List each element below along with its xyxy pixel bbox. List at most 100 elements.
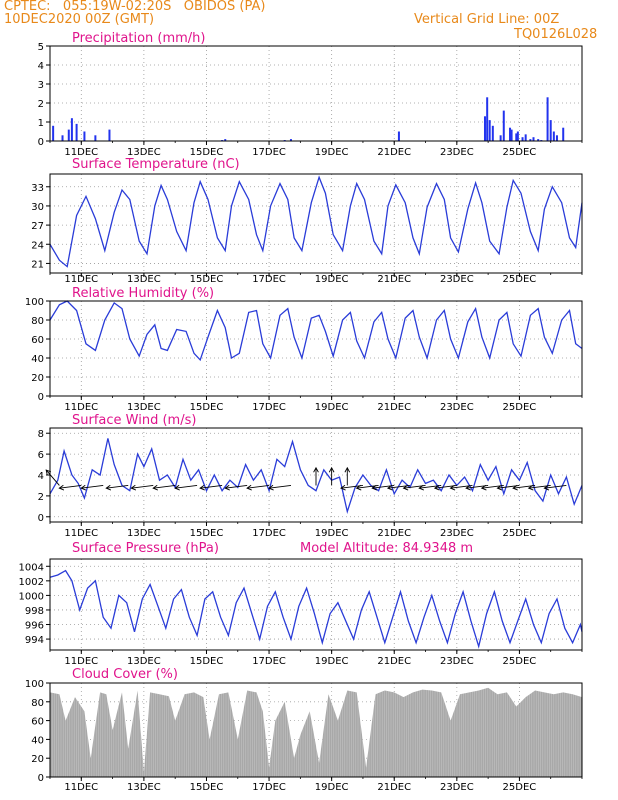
y-tick-label: 4: [38, 61, 44, 72]
y-tick-label: 0: [38, 392, 44, 403]
wind-arrow-head: [402, 484, 409, 491]
plot-frame: [49, 558, 583, 651]
wind-arrow-head: [130, 484, 137, 491]
wind-arrow-head: [313, 466, 319, 473]
panel-title: Surface Temperature (nC): [72, 157, 240, 172]
precip-bar: [67, 129, 70, 141]
station-header-line1: CPTEC: 055:19W-02:20S OBIDOS (PA): [4, 0, 266, 14]
precip-bar: [499, 135, 502, 141]
precip-bar: [549, 120, 552, 141]
x-tick-label: 15DEC: [190, 274, 224, 285]
x-tick-label: 23DEC: [440, 402, 474, 413]
x-tick-label: 19DEC: [315, 147, 349, 158]
x-tick-label: 17DEC: [252, 147, 286, 158]
plot-frame: [49, 45, 583, 142]
y-tick-label: 2: [38, 492, 44, 503]
x-tick-label: 13DEC: [127, 782, 161, 793]
plot-frame: [49, 682, 583, 778]
panel-title: Relative Humidity (%): [72, 286, 214, 301]
precip-bar: [516, 131, 519, 141]
wind-arrow-head: [449, 484, 456, 491]
precip-bar: [61, 135, 64, 141]
x-tick-label: 23DEC: [440, 528, 474, 539]
y-tick-label: 0: [38, 773, 44, 784]
wind-arrow-head: [527, 484, 534, 491]
y-tick-label: 998: [25, 606, 44, 617]
precip-bar: [524, 134, 527, 141]
wind-arrow-head: [328, 466, 335, 473]
y-tick-label: 40: [31, 735, 44, 746]
x-tick-label: 17DEC: [252, 274, 286, 285]
x-tick-label: 15DEC: [190, 656, 224, 667]
y-tick-label: 8: [38, 429, 44, 440]
x-tick-label: 21DEC: [377, 782, 411, 793]
y-tick-label: 3: [38, 80, 44, 91]
wind-arrow-head: [465, 484, 471, 491]
wind-arrow: [81, 484, 104, 489]
x-tick-label: 21DEC: [377, 528, 411, 539]
plot-frame: [49, 173, 583, 274]
x-tick-label: 11DEC: [64, 656, 98, 667]
y-tick-label: 100: [25, 297, 44, 308]
x-tick-label: 25DEC: [503, 528, 537, 539]
x-tick-label: 15DEC: [190, 147, 224, 158]
y-tick-label: 2: [38, 99, 44, 110]
precip-bar: [108, 129, 111, 141]
x-tick-label: 11DEC: [64, 528, 98, 539]
y-tick-label: 0: [38, 513, 44, 524]
precip-bar: [537, 139, 540, 141]
y-tick-label: 60: [31, 335, 44, 346]
precip-bar: [510, 129, 513, 141]
x-tick-label: 11DEC: [64, 147, 98, 158]
y-tick-label: 996: [25, 621, 44, 632]
x-tick-label: 13DEC: [127, 274, 161, 285]
x-tick-label: 13DEC: [127, 656, 161, 667]
wind-arrow: [153, 484, 176, 489]
plot-frame: [49, 300, 583, 397]
x-tick-label: 19DEC: [315, 782, 349, 793]
wind-arrow-head: [199, 484, 205, 491]
run-time-header: 10DEC2020 00Z (GMT): [4, 12, 155, 27]
wind-arrow: [544, 484, 567, 489]
x-tick-label: 11DEC: [64, 782, 98, 793]
wind-arrow: [268, 484, 292, 489]
wind-arrow-head: [268, 484, 274, 491]
y-tick-label: 20: [31, 373, 44, 384]
cloud-cover-area: [50, 687, 582, 777]
panel-title: Cloud Cover (%): [72, 667, 178, 682]
y-tick-label: 1004: [19, 562, 44, 573]
y-tick-label: 1000: [19, 591, 44, 602]
precip-bar: [521, 137, 524, 141]
x-tick-label: 15DEC: [190, 528, 224, 539]
precip-bar: [483, 116, 486, 141]
wind-arrow-head: [371, 484, 378, 491]
wind-arrow-head: [496, 484, 503, 491]
series-line: [49, 175, 583, 268]
precip-bar: [224, 139, 227, 141]
wind-arrow: [225, 484, 248, 489]
x-tick-label: 17DEC: [252, 528, 286, 539]
y-tick-label: 6: [38, 450, 44, 461]
wind-arrow-head: [480, 484, 487, 491]
panel-title: Surface Wind (m/s): [72, 413, 196, 428]
model-id: TQ0126L028: [514, 27, 598, 42]
x-tick-label: 25DEC: [503, 402, 537, 413]
precip-bar: [52, 125, 55, 141]
x-tick-label: 25DEC: [503, 656, 537, 667]
panel-2: 21 24 27 30 33 11DEC 13DEC 15DEC 17DEC 19DEC 21DEC…: [31, 157, 583, 285]
precip-bar: [555, 135, 558, 141]
panel-6: 0 20 40 60 80 100 11DEC 13DEC 15DEC 17DEC 19DEC 21D…: [25, 667, 583, 793]
x-tick-label: 17DEC: [252, 782, 286, 793]
precip-bar: [532, 137, 535, 141]
series-line: [49, 300, 583, 362]
x-tick-label: 19DEC: [315, 402, 349, 413]
wind-arrow-head: [105, 484, 112, 491]
y-tick-label: 80: [31, 698, 44, 709]
precip-bar: [83, 131, 86, 141]
wind-arrow-head: [58, 484, 65, 491]
wind-arrow-head: [344, 466, 351, 473]
wind-arrow: [59, 484, 82, 489]
precip-bar: [515, 133, 518, 141]
panel-annotation: Model Altitude: 84.9348 m: [300, 541, 473, 556]
wind-arrow: [247, 484, 270, 489]
